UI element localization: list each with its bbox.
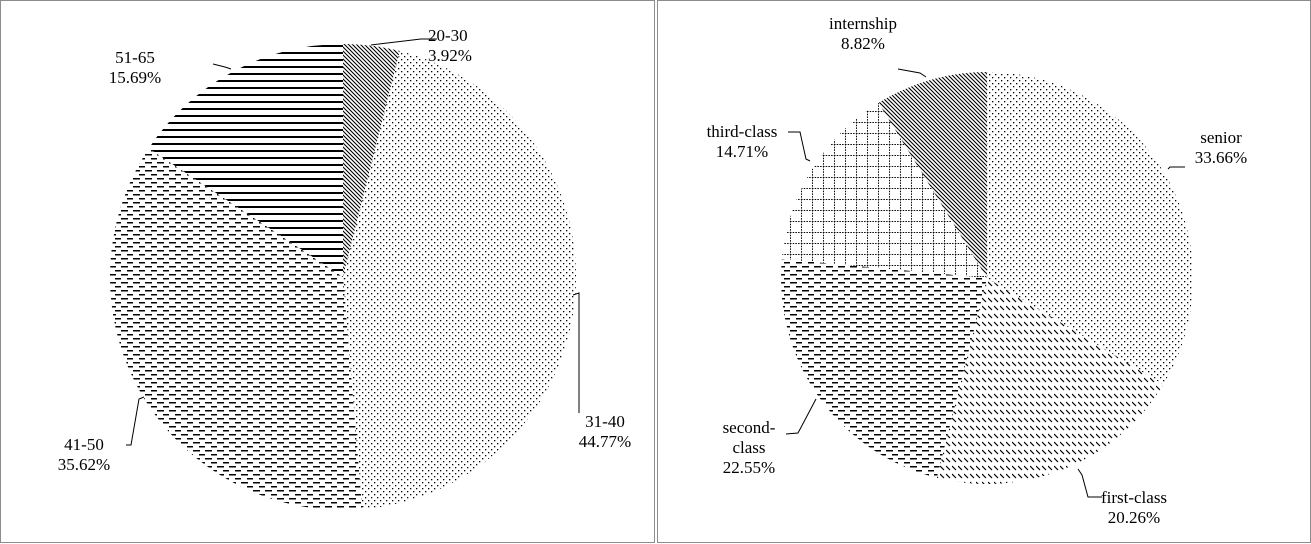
slice-label-20-30: 20-30 bbox=[428, 26, 468, 45]
leader-line-internship bbox=[897, 68, 927, 78]
leader-line-senior bbox=[1167, 166, 1185, 170]
slice-value-51-65: 15.69% bbox=[109, 68, 161, 87]
pie-slice-51-65 bbox=[148, 44, 343, 277]
slice-value-31-40: 44.77% bbox=[579, 432, 631, 451]
leader-line-51-65 bbox=[212, 63, 232, 70]
pie-slice-20-30 bbox=[343, 43, 400, 277]
pie-slice-31-40 bbox=[343, 51, 577, 510]
slice-label-31-40: 31-40 bbox=[585, 412, 625, 431]
slice-label-senior: senior bbox=[1200, 128, 1242, 147]
slice-value-20-30: 3.92% bbox=[428, 46, 472, 65]
slice-label-first-class: first-class bbox=[1101, 488, 1167, 507]
slice-label-51-65: 51-65 bbox=[115, 48, 155, 67]
slice-value-second-class: 22.55% bbox=[723, 458, 775, 477]
slice-label-second-class: class bbox=[732, 438, 765, 457]
leader-line-31-40 bbox=[572, 292, 580, 413]
chart-panel-age: 20-30 3.92% 31-40 44.77% 41-50 35.62% 51-65 15.… bbox=[0, 0, 655, 543]
slice-value-first-class: 20.26% bbox=[1108, 508, 1160, 527]
leader-line-first-class bbox=[1077, 468, 1102, 498]
pie-slice-senior bbox=[987, 72, 1194, 385]
slice-label-41-50: 41-50 bbox=[64, 435, 104, 454]
slice-value-third-class: 14.71% bbox=[716, 142, 768, 161]
pie-slice-41-50 bbox=[109, 148, 363, 510]
slice-value-internship: 8.82% bbox=[841, 34, 885, 53]
slice-label-second-class: second- bbox=[723, 418, 776, 437]
pie-slice-internship bbox=[878, 72, 987, 278]
pie-slice-third-class bbox=[781, 102, 987, 278]
slice-label-third-class: third-class bbox=[707, 122, 778, 141]
slice-value-senior: 33.66% bbox=[1195, 148, 1247, 167]
leader-line-third-class bbox=[788, 131, 811, 162]
chart-panel-position: senior 33.66% first-class 20.26% second-clas… bbox=[657, 0, 1311, 543]
leader-line-41-50 bbox=[126, 396, 145, 446]
leader-line-second-class bbox=[785, 398, 817, 435]
leader-line-20-30 bbox=[370, 38, 437, 46]
pie-slice-second-class bbox=[781, 259, 987, 478]
slice-value-41-50: 35.62% bbox=[58, 455, 110, 474]
pie-slice-first-class bbox=[936, 278, 1164, 484]
slice-label-internship: internship bbox=[829, 14, 897, 33]
